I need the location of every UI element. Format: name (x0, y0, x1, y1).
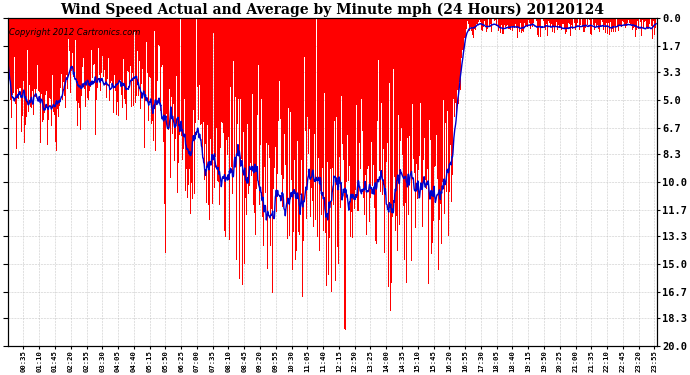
Title: Wind Speed Actual and Average by Minute mph (24 Hours) 20120124: Wind Speed Actual and Average by Minute … (60, 3, 604, 17)
Text: Copyright 2012 Cartronics.com: Copyright 2012 Cartronics.com (9, 28, 140, 37)
